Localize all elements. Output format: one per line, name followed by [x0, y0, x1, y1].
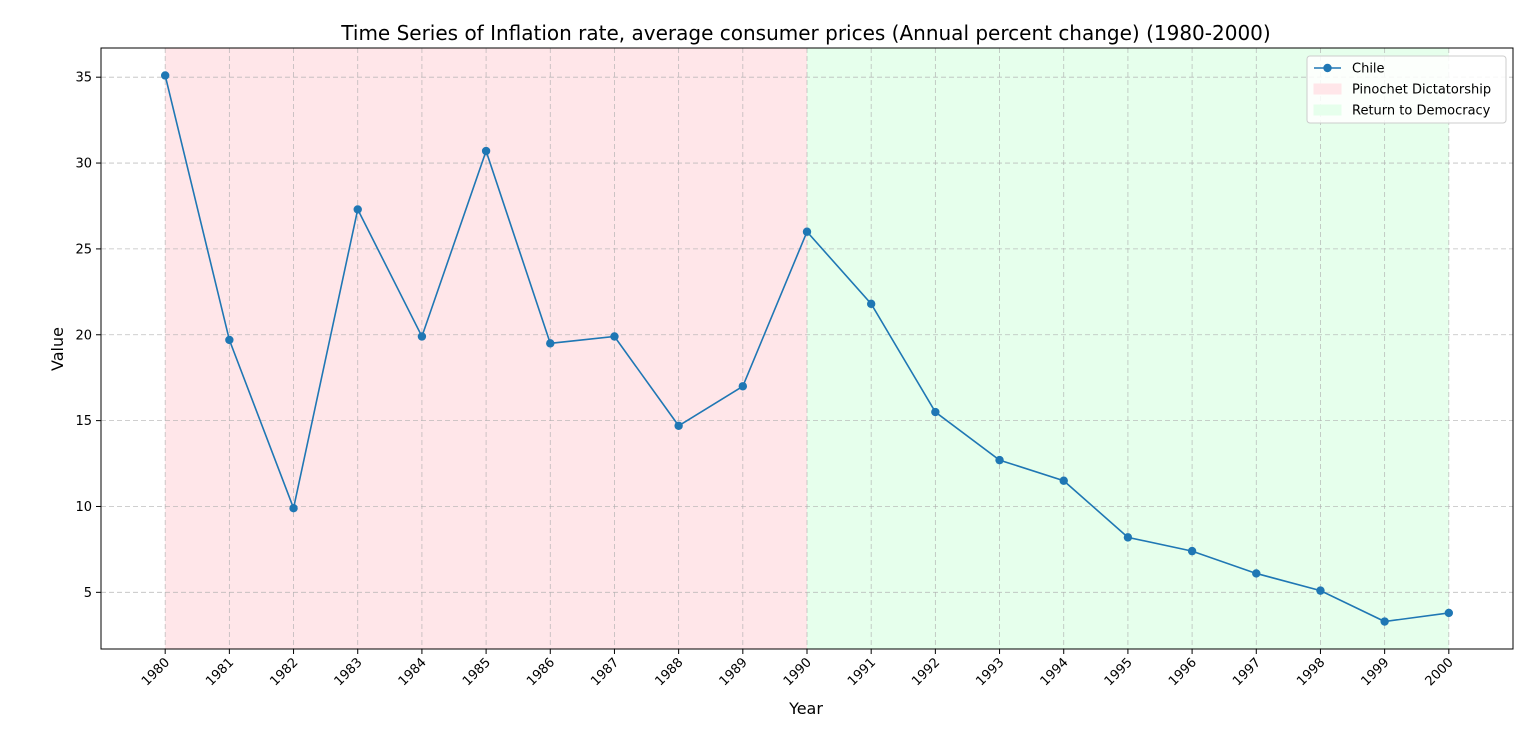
legend-box: [1306, 55, 1507, 124]
data-point: [995, 455, 1004, 465]
data-point: [674, 421, 683, 430]
data-point: [1380, 617, 1389, 626]
data-point: [610, 332, 619, 341]
data-point: [353, 205, 362, 214]
data-point: [1316, 586, 1325, 595]
legend-entry-chile: Chile: [1352, 62, 1385, 77]
legend: Chile Pinochet Dictatorship Return to Demo…: [1306, 55, 1507, 124]
data-point: [225, 335, 234, 345]
data-point: [1123, 533, 1133, 542]
y-tick-label: 25: [75, 242, 92, 257]
legend-entry-region-0: Pinochet Dictatorship: [1352, 83, 1491, 98]
data-point: [1444, 608, 1454, 618]
y-tick-label: 15: [75, 414, 92, 429]
y-tick-label: 10: [75, 500, 92, 515]
legend-region-swatch-1: [1313, 104, 1342, 116]
y-tick-label: 5: [84, 586, 92, 601]
data-point: [1252, 569, 1261, 578]
legend-entry-region-1: Return to Democracy: [1352, 104, 1491, 119]
grid-lines: [101, 48, 1513, 649]
x-axis-label: Year: [788, 699, 823, 718]
data-point: [802, 227, 812, 236]
y-axis-label: Value: [48, 327, 67, 371]
data-point: [1059, 476, 1068, 485]
chart-title: Time Series of Inflation rate, average c…: [340, 21, 1270, 45]
y-tick-label: 20: [75, 328, 92, 343]
data-point: [417, 332, 427, 341]
data-point: [481, 146, 491, 156]
data-point: [1187, 546, 1197, 556]
legend-region-swatch-0: [1313, 83, 1342, 95]
y-tick-label: 35: [75, 71, 92, 86]
legend-marker-swatch: [1323, 63, 1332, 73]
data-point: [160, 71, 170, 80]
data-point: [546, 339, 555, 348]
data-point: [866, 299, 876, 309]
data-point: [931, 407, 940, 417]
y-tick-label: 30: [75, 157, 92, 172]
series-layer: [160, 71, 1454, 626]
data-point: [289, 503, 298, 513]
y-axis-ticks: 5 10 15 20 25 30 35: [75, 71, 101, 601]
data-point: [738, 382, 748, 391]
